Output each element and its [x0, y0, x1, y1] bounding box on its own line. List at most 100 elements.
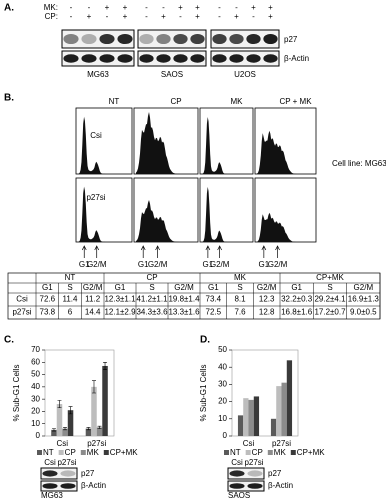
y-tick-label: 30: [31, 394, 40, 403]
table-cell: 73.4: [206, 295, 222, 304]
treatment-sign: +: [268, 12, 273, 21]
treatment-sign: +: [234, 12, 239, 21]
y-tick-label: 40: [218, 362, 227, 371]
treatment-sign: -: [179, 12, 182, 21]
legend-swatch: [290, 450, 296, 455]
blot: [210, 29, 280, 49]
treatment-label: CP:: [45, 12, 58, 21]
blot: [61, 29, 135, 49]
cell-line: SAOS: [228, 491, 250, 500]
band: [117, 33, 133, 45]
table-cell: 7.6: [234, 308, 246, 317]
histogram: [257, 212, 314, 242]
table-cell: 11.2: [85, 295, 101, 304]
plot-frame: [44, 349, 115, 437]
error-bar: [63, 427, 68, 431]
marker-label: G2/M: [87, 260, 107, 269]
error-bar: [51, 428, 56, 432]
cell-line: MG63: [41, 491, 63, 500]
error-bar: [103, 361, 108, 370]
histogram: [202, 117, 251, 174]
blot: [227, 480, 265, 492]
protein-label: p27: [81, 469, 95, 478]
treatment-sign: +: [87, 12, 92, 21]
x-tick-label: Csi: [243, 439, 255, 448]
error-bar: [97, 425, 102, 429]
lane-label: p27si: [244, 458, 263, 467]
y-tick-label: 10: [218, 414, 227, 423]
treatment-sign: -: [162, 3, 165, 12]
table-phase: S: [149, 283, 154, 292]
table-row-label: p27si: [12, 308, 31, 317]
band: [263, 54, 278, 63]
bar: [281, 382, 287, 436]
lane-label: p27si: [57, 458, 76, 467]
legend-label: CP+MK: [110, 448, 138, 457]
band: [229, 33, 244, 45]
condition-label: CP: [170, 97, 181, 106]
bar: [91, 386, 97, 436]
table-group: CP: [146, 273, 157, 282]
band: [99, 33, 115, 45]
legend-swatch: [58, 450, 64, 455]
table-cell: 16.9±1.3: [348, 295, 380, 304]
table-phase: G2/M: [83, 283, 103, 292]
row-label: p27si: [86, 193, 105, 202]
arrow-head: [155, 245, 160, 251]
bar: [286, 360, 293, 436]
arrow-head: [275, 245, 280, 251]
band: [190, 33, 205, 45]
error-bar: [91, 380, 96, 394]
band: [229, 483, 245, 489]
bar: [56, 404, 63, 436]
table-phase: G2/M: [257, 283, 277, 292]
table-cell: 72.5: [206, 308, 222, 317]
treatment-sign: -: [145, 3, 148, 12]
histogram: [257, 130, 314, 174]
treatment-sign: -: [88, 3, 91, 12]
band: [63, 33, 79, 45]
y-tick-label: 40: [31, 382, 40, 391]
legend-swatch: [103, 450, 109, 455]
band: [229, 54, 244, 63]
band: [99, 54, 115, 63]
blot: [210, 50, 280, 67]
table-cell: 41.2±1.1: [136, 295, 168, 304]
bar: [96, 427, 103, 436]
legend-label: MK: [274, 448, 287, 457]
table-cell: 12.8: [259, 308, 275, 317]
histogram: [78, 186, 130, 242]
blot: [40, 480, 78, 492]
table-phase: G2/M: [174, 283, 194, 292]
band: [173, 33, 188, 45]
y-axis-label: % Sub-G1 Cells: [199, 365, 208, 422]
y-tick-label: 0: [223, 431, 228, 440]
table-phase: G1: [42, 283, 53, 292]
y-tick-label: 0: [36, 431, 41, 440]
histogram: [136, 112, 196, 174]
table-group: NT: [65, 273, 76, 282]
bar: [237, 415, 244, 436]
treatment-sign: -: [70, 12, 73, 21]
y-tick-label: 20: [218, 397, 227, 406]
protein-label: β-Actin: [284, 54, 309, 63]
legend-swatch: [37, 450, 42, 455]
table-row-label: Csi: [16, 295, 28, 304]
blot: [40, 467, 78, 480]
marker-label: G1: [79, 260, 90, 269]
treatment-sign: +: [251, 3, 256, 12]
x-tick-label: p27si: [272, 439, 291, 448]
blot: [227, 467, 265, 480]
band: [190, 54, 205, 63]
table-phase: S: [237, 283, 242, 292]
band: [173, 54, 188, 63]
band: [246, 54, 261, 63]
treatment-sign: -: [70, 3, 73, 12]
panel-label: B.: [4, 93, 14, 104]
legend-label: CP: [65, 448, 76, 457]
blot: [137, 50, 207, 67]
panel-label: D.: [200, 335, 210, 346]
table-cell: 12.1±2.9: [104, 308, 136, 317]
band: [247, 483, 263, 489]
legend-swatch: [80, 450, 86, 455]
